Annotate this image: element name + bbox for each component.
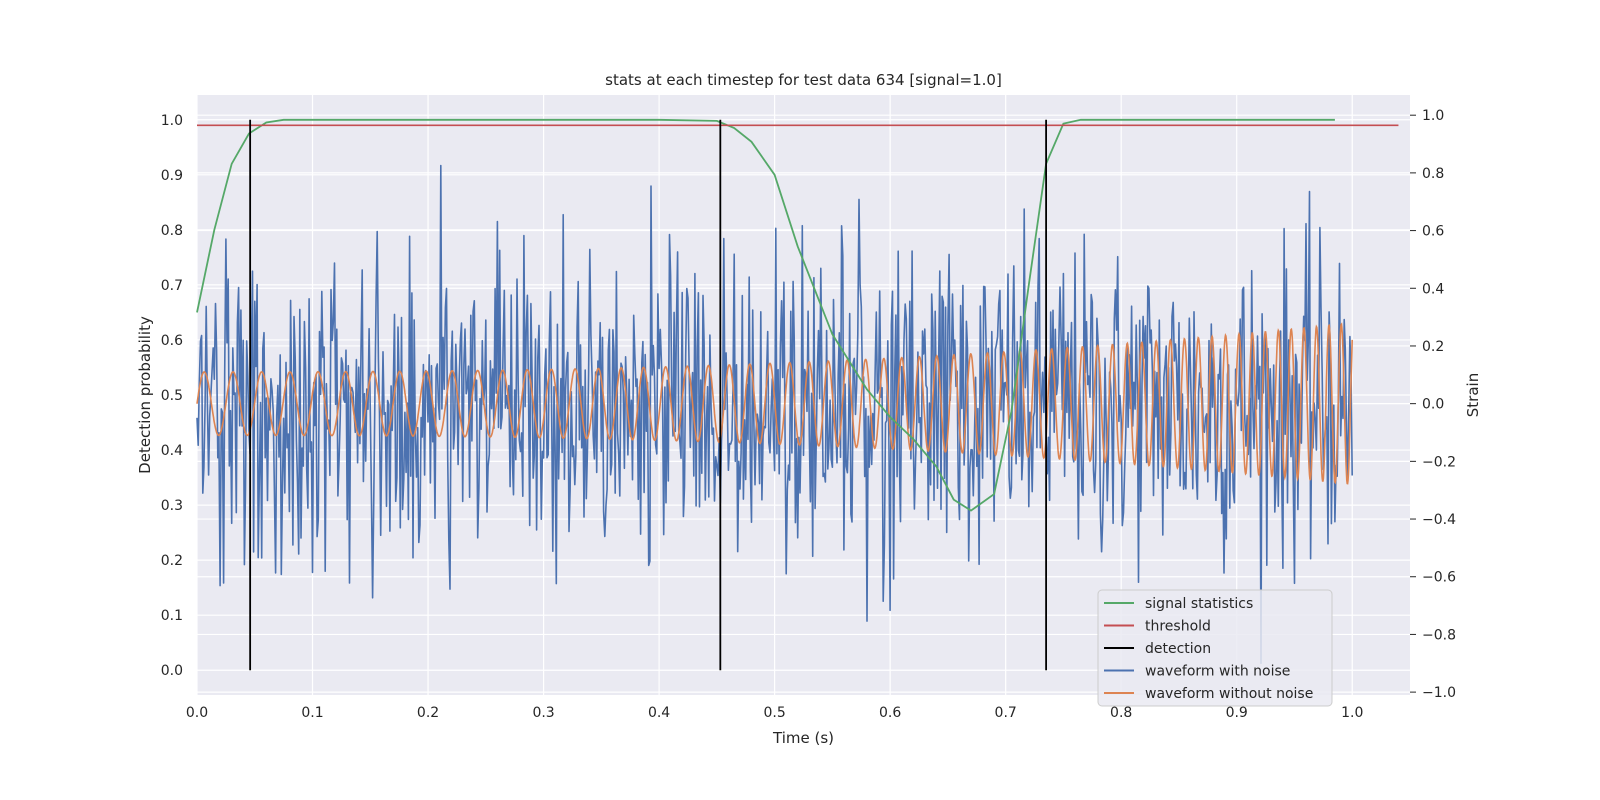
series-waveform-with-noise xyxy=(196,164,1353,665)
y-axis-left-label: Detection probability xyxy=(136,316,154,474)
y-left-tick-label-0: 0.0 xyxy=(161,663,183,679)
legend-label-waveform-without-noise: waveform without noise xyxy=(1145,686,1313,702)
y-right-tick-label-9: 0.8 xyxy=(1422,166,1444,182)
y-left-tick-label-10: 1.0 xyxy=(161,113,183,129)
chart-title: stats at each timestep for test data 634… xyxy=(605,71,1002,89)
y-right-tick-label-10: 1.0 xyxy=(1422,108,1444,124)
y-right-tick-label-0: −1.0 xyxy=(1422,685,1456,701)
legend-label-detection: detection xyxy=(1145,641,1211,657)
legend-label-waveform-with-noise: waveform with noise xyxy=(1145,664,1290,680)
y-left-tick-label-7: 0.7 xyxy=(161,278,183,294)
y-right-tick-label-4: −0.2 xyxy=(1422,454,1456,470)
y-left-tick-label-5: 0.5 xyxy=(161,388,183,404)
y-left-tick-label-1: 0.1 xyxy=(161,608,183,624)
legend: signal statistics threshold detection wa… xyxy=(1097,589,1333,707)
x-tick-label-8: 0.8 xyxy=(1110,705,1132,721)
y-left-tick-label-6: 0.6 xyxy=(161,333,183,349)
x-tick-label-9: 0.9 xyxy=(1226,705,1248,721)
legend-label-threshold: threshold xyxy=(1145,619,1211,635)
y-left-tick-label-8: 0.8 xyxy=(161,223,183,239)
x-tick-label-2: 0.2 xyxy=(417,705,439,721)
y-left-tick-label-2: 0.2 xyxy=(161,553,183,569)
ticks-layer: 0.0 0.1 0.2 0.3 0.4 0.5 0.6 0.7 0.8 0.9 1.0 0.0 0.1 0… xyxy=(161,108,1456,721)
x-tick-label-0: 0.0 xyxy=(186,705,208,721)
x-tick-label-10: 1.0 xyxy=(1341,705,1363,721)
x-tick-label-6: 0.6 xyxy=(879,705,901,721)
y-right-tick-label-3: −0.4 xyxy=(1422,512,1456,528)
x-tick-label-3: 0.3 xyxy=(532,705,554,721)
x-axis-label: Time (s) xyxy=(772,729,834,747)
series-waveform-without-noise xyxy=(196,322,1353,485)
legend-box xyxy=(1097,589,1333,707)
y-right-tick-label-8: 0.6 xyxy=(1422,224,1444,240)
legend-label-signal-statistics: signal statistics xyxy=(1145,596,1253,612)
y-right-tick-label-6: 0.2 xyxy=(1422,339,1444,355)
x-tick-label-5: 0.5 xyxy=(763,705,785,721)
series-layer xyxy=(196,118,1399,671)
x-tick-label-1: 0.1 xyxy=(301,705,323,721)
y-right-tick-label-5: 0.0 xyxy=(1422,397,1444,413)
y-axis-right-label: Strain xyxy=(1464,373,1482,417)
y-right-tick-label-7: 0.4 xyxy=(1422,281,1444,297)
y-left-tick-label-4: 0.4 xyxy=(161,443,183,459)
y-left-tick-label-9: 0.9 xyxy=(161,168,183,184)
y-right-tick-label-1: −0.8 xyxy=(1422,627,1456,643)
x-tick-label-7: 0.7 xyxy=(995,705,1017,721)
y-left-tick-label-3: 0.3 xyxy=(161,498,183,514)
x-tick-label-4: 0.4 xyxy=(648,705,670,721)
y-right-tick-label-2: −0.6 xyxy=(1422,570,1456,586)
